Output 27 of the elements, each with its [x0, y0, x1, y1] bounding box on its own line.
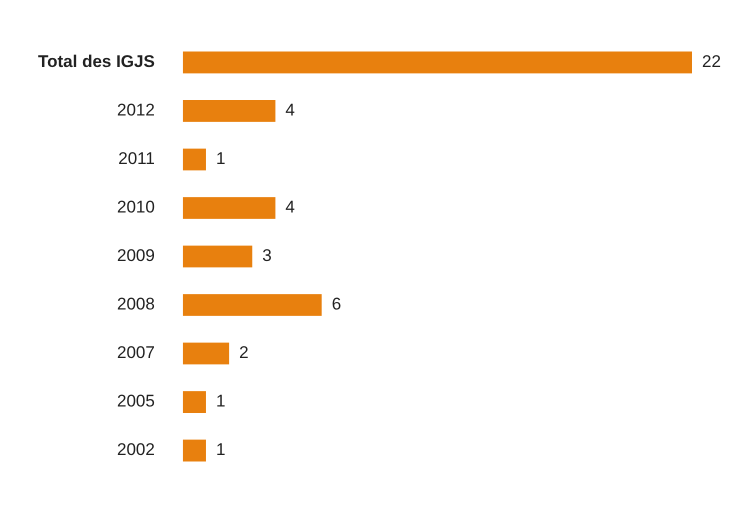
- data-label: 1: [216, 440, 226, 460]
- y-tick-label: Total des IGJS: [38, 52, 155, 72]
- bar: [182, 52, 692, 74]
- y-tick-label: 2010: [116, 198, 155, 217]
- data-label: 3: [262, 246, 272, 266]
- bar: [182, 391, 206, 413]
- y-tick-label: 2012: [116, 100, 155, 120]
- y-tick-label: 2002: [116, 440, 155, 460]
- data-label: 22: [702, 52, 721, 72]
- data-label: 4: [285, 100, 295, 120]
- bar: [182, 342, 230, 364]
- y-tick-label: 2007: [116, 343, 155, 362]
- y-tick-label: 2008: [116, 294, 155, 314]
- y-tick-label: 2009: [116, 246, 155, 266]
- bar: [182, 440, 206, 462]
- bar: [182, 246, 252, 268]
- data-label: 1: [216, 149, 226, 168]
- data-label: 6: [332, 294, 342, 314]
- bar: [182, 294, 322, 316]
- bar: [182, 197, 276, 219]
- data-label: 1: [216, 392, 226, 411]
- data-label: 4: [285, 198, 295, 217]
- y-tick-label: 2011: [118, 149, 155, 168]
- bar: [182, 100, 276, 122]
- y-tick-label: 2005: [116, 392, 155, 411]
- data-label: 2: [239, 343, 249, 362]
- bar: [182, 148, 206, 170]
